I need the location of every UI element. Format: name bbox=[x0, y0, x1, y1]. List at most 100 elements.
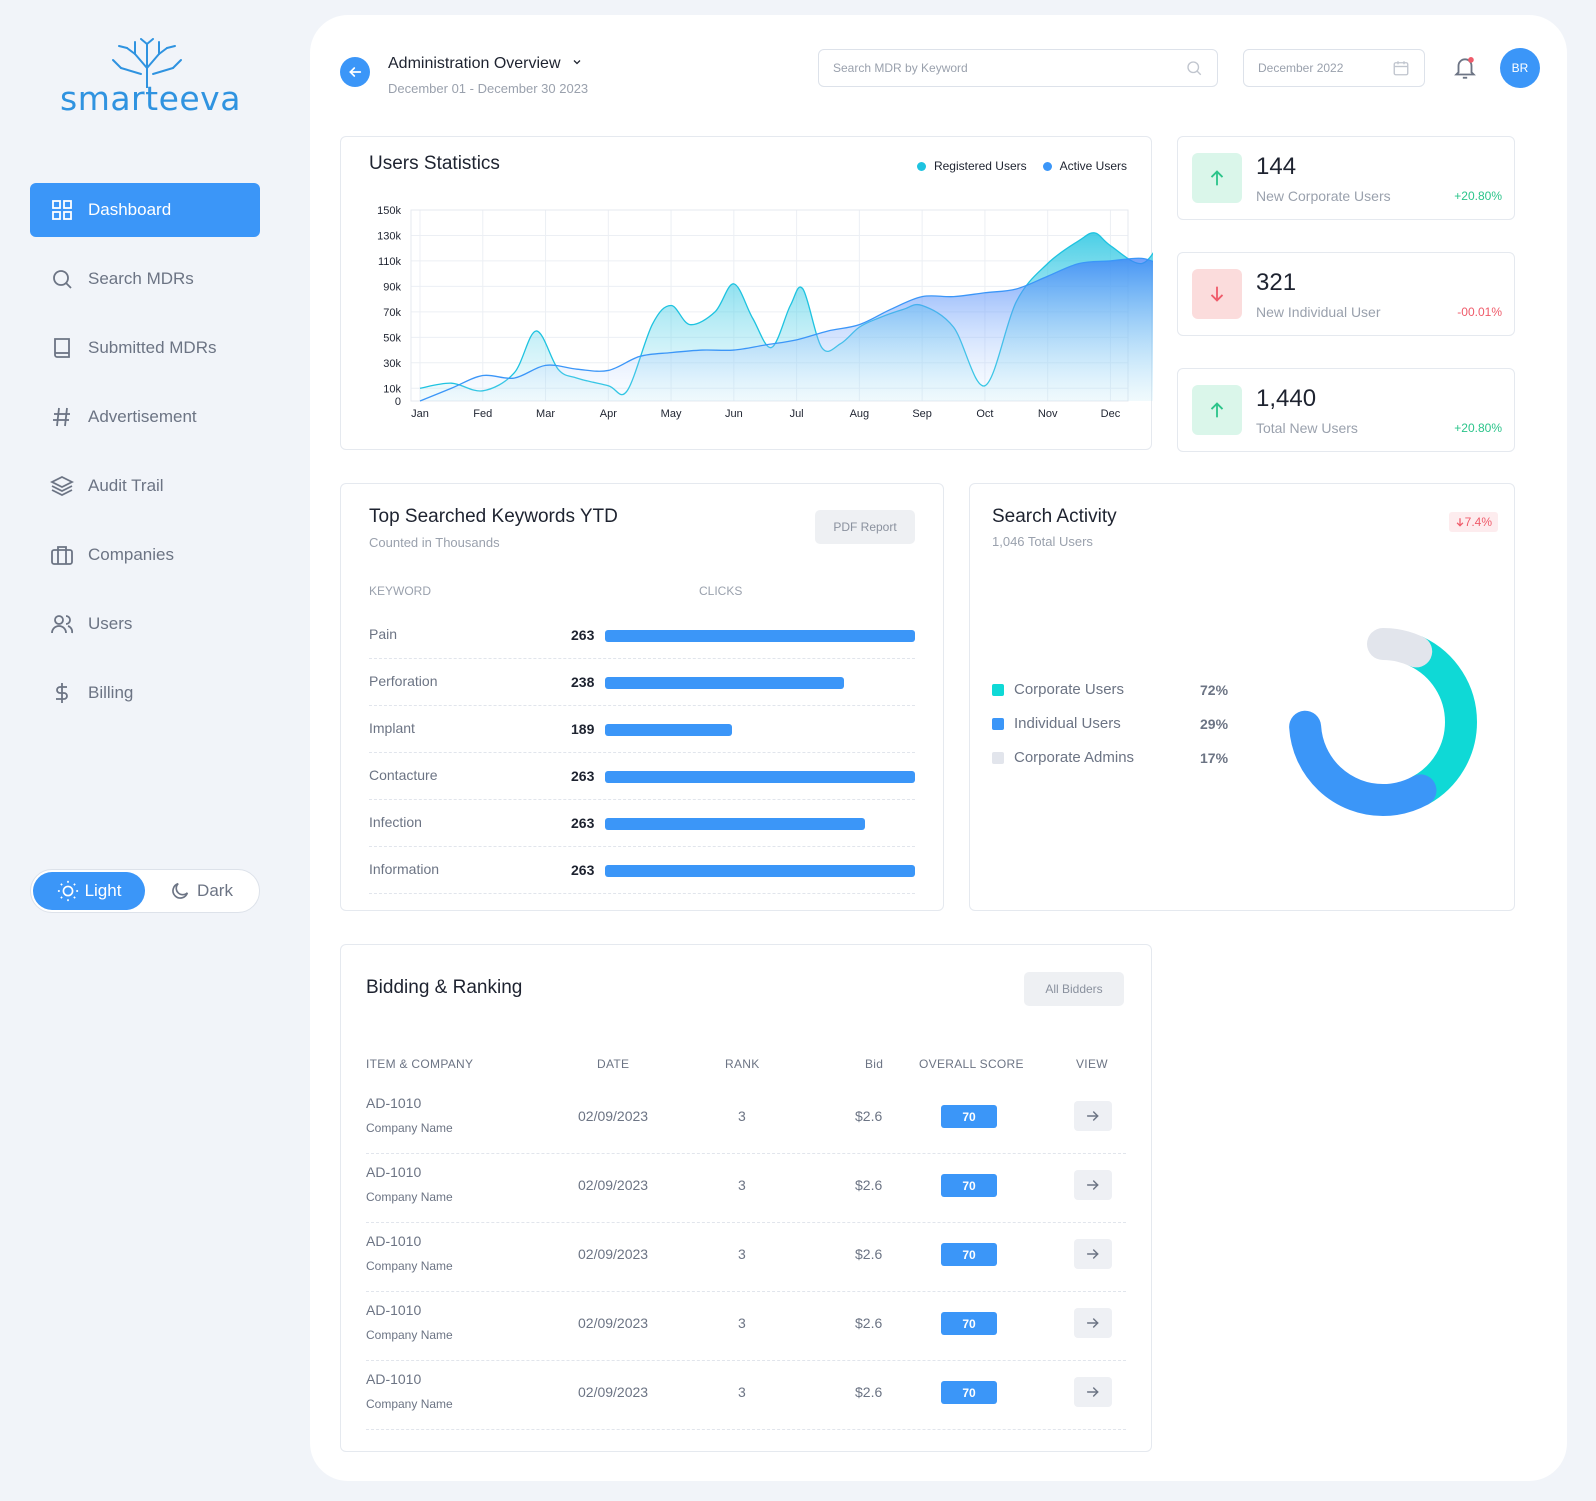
sidebar-item-search-mdrs[interactable]: Search MDRs bbox=[30, 252, 260, 306]
keyword-name: Perforation bbox=[369, 673, 438, 689]
sidebar-item-label: Dashboard bbox=[88, 200, 172, 219]
all-bidders-button[interactable]: All Bidders bbox=[1024, 972, 1124, 1006]
legend-item-registered: Registered Users bbox=[916, 159, 1027, 173]
sidebar-item-companies[interactable]: Companies bbox=[30, 528, 260, 582]
sun-icon bbox=[57, 880, 78, 902]
view-button[interactable] bbox=[1074, 1377, 1112, 1407]
page-title-dropdown[interactable]: Administration Overview bbox=[388, 55, 583, 73]
sidebar-item-audit-trail[interactable]: Audit Trail bbox=[30, 459, 260, 513]
stat-label: Total New Users bbox=[1256, 420, 1358, 436]
grid-icon bbox=[52, 200, 72, 220]
legend-percent: 17% bbox=[1200, 749, 1229, 766]
search-icon bbox=[53, 270, 72, 289]
y-tick-label: 130k bbox=[377, 230, 401, 242]
view-button[interactable] bbox=[1074, 1308, 1112, 1338]
users-statistics-card: Users Statistics Registered Users Active… bbox=[340, 136, 1153, 450]
sidebar-item-users[interactable]: Users bbox=[30, 597, 260, 651]
score-badge: 70 bbox=[941, 1312, 997, 1335]
arrow-right-icon bbox=[1086, 1111, 1099, 1121]
legend-corporate-admins: Corporate Admins 17% bbox=[992, 749, 1232, 766]
item-id: AD-1010 bbox=[366, 1233, 422, 1249]
legend-swatch bbox=[992, 751, 1004, 764]
stat-card-individual[interactable]: 321 New Individual User -00.01% bbox=[1177, 252, 1515, 336]
company-name: Company Name bbox=[366, 1397, 453, 1411]
back-button[interactable] bbox=[340, 57, 370, 87]
keyword-bar bbox=[605, 724, 733, 736]
view-button[interactable] bbox=[1074, 1101, 1112, 1131]
keywords-title: Top Searched Keywords YTD bbox=[369, 506, 618, 527]
theme-light-button[interactable]: Light bbox=[33, 872, 145, 910]
bidding-title: Bidding & Ranking bbox=[366, 977, 523, 998]
main-panel: Administration Overview December 01 - De… bbox=[310, 15, 1567, 1481]
sidebar-item-dashboard[interactable]: Dashboard bbox=[30, 183, 260, 237]
bid-amount: $2.6 bbox=[855, 1315, 883, 1331]
stat-change: -00.01% bbox=[1457, 305, 1502, 319]
bid-date: 02/09/2023 bbox=[578, 1108, 649, 1124]
users-statistics-title: Users Statistics bbox=[369, 153, 500, 174]
view-button[interactable] bbox=[1074, 1239, 1112, 1269]
search-activity-title: Search Activity bbox=[992, 506, 1117, 527]
y-tick-label: 0 bbox=[395, 396, 401, 408]
keyword-row[interactable]: Infection 263 bbox=[369, 800, 915, 847]
sidebar-item-advertisement[interactable]: Advertisement bbox=[30, 390, 260, 444]
pdf-report-button[interactable]: PDF Report bbox=[815, 510, 915, 544]
keyword-row[interactable]: Contacture 263 bbox=[369, 753, 915, 800]
item-id: AD-1010 bbox=[366, 1095, 422, 1111]
keyword-row[interactable]: Information 263 bbox=[369, 847, 915, 894]
table-row: AD-1010 Company Name 02/09/2023 3 $2.6 70 bbox=[366, 1223, 1126, 1292]
keyword-row[interactable]: Perforation 238 bbox=[369, 659, 915, 706]
company-name: Company Name bbox=[366, 1259, 453, 1273]
brand-logo[interactable]: smarteeva bbox=[60, 38, 240, 118]
keyword-clicks: 263 bbox=[571, 627, 595, 643]
stat-change: +20.80% bbox=[1454, 189, 1502, 203]
avatar[interactable]: BR bbox=[1500, 48, 1540, 88]
bidding-ranking-card: Bidding & Ranking All Bidders ITEM & COM… bbox=[340, 944, 1152, 1452]
stat-card-total[interactable]: 1,440 Total New Users +20.80% bbox=[1177, 368, 1515, 452]
legend-swatch bbox=[992, 683, 1004, 696]
legend-corporate-users: Corporate Users 72% bbox=[992, 681, 1232, 698]
stat-change: +20.80% bbox=[1454, 421, 1502, 435]
sidebar-item-label: Users bbox=[88, 614, 133, 633]
x-tick-label: Jan bbox=[411, 408, 429, 420]
x-tick-label: Nov bbox=[1038, 408, 1058, 420]
keyword-row[interactable]: Implant 189 bbox=[369, 706, 915, 753]
series-area-registered bbox=[420, 232, 1153, 401]
y-tick-label: 30k bbox=[383, 358, 401, 370]
sidebar-item-label: Submitted MDRs bbox=[88, 338, 217, 357]
sidebar-item-submitted-mdrs[interactable]: Submitted MDRs bbox=[30, 321, 260, 375]
search-activity-card: Search Activity 1,046 Total Users 7.4% C… bbox=[969, 483, 1515, 911]
sidebar-item-label: Companies bbox=[88, 545, 174, 564]
keyword-clicks: 189 bbox=[571, 721, 595, 737]
keyword-name: Infection bbox=[369, 814, 422, 830]
bid-date: 02/09/2023 bbox=[578, 1177, 649, 1193]
view-button[interactable] bbox=[1074, 1170, 1112, 1200]
th-bid: Bid bbox=[865, 1057, 884, 1071]
theme-dark-button[interactable]: Dark bbox=[145, 872, 257, 910]
search-input[interactable]: Search MDR by Keyword bbox=[818, 49, 1218, 87]
stat-value: 144 bbox=[1256, 153, 1297, 180]
x-tick-label: Aug bbox=[850, 408, 870, 420]
date-picker[interactable]: December 2022 bbox=[1243, 49, 1425, 87]
keyword-clicks: 263 bbox=[571, 768, 595, 784]
sidebar-item-billing[interactable]: Billing bbox=[30, 666, 260, 720]
arrow-up-icon bbox=[1210, 402, 1224, 418]
sidebar-item-label: Audit Trail bbox=[88, 476, 164, 495]
item-id: AD-1010 bbox=[366, 1302, 422, 1318]
bell-icon[interactable] bbox=[1452, 55, 1478, 81]
series-line-active bbox=[419, 257, 1153, 402]
legend-label-registered: Registered Users bbox=[933, 159, 1027, 173]
arrow-right-icon bbox=[1086, 1180, 1099, 1190]
th-view: VIEW bbox=[1076, 1057, 1108, 1071]
keyword-name: Pain bbox=[369, 626, 398, 642]
stat-card-corporate[interactable]: 144 New Corporate Users +20.80% bbox=[1177, 136, 1515, 220]
keyword-bar bbox=[605, 630, 915, 642]
sidebar-item-label: Search MDRs bbox=[88, 269, 194, 288]
keyword-name: Contacture bbox=[369, 767, 438, 783]
keyword-row[interactable]: Pain 263 bbox=[369, 612, 915, 659]
arrow-right-icon bbox=[1086, 1318, 1099, 1328]
score-badge: 70 bbox=[941, 1174, 997, 1197]
search-activity-subtitle: 1,046 Total Users bbox=[992, 534, 1093, 549]
donut-segment bbox=[1289, 628, 1477, 816]
x-tick-label: May bbox=[661, 408, 682, 420]
x-tick-label: Fed bbox=[473, 408, 492, 420]
